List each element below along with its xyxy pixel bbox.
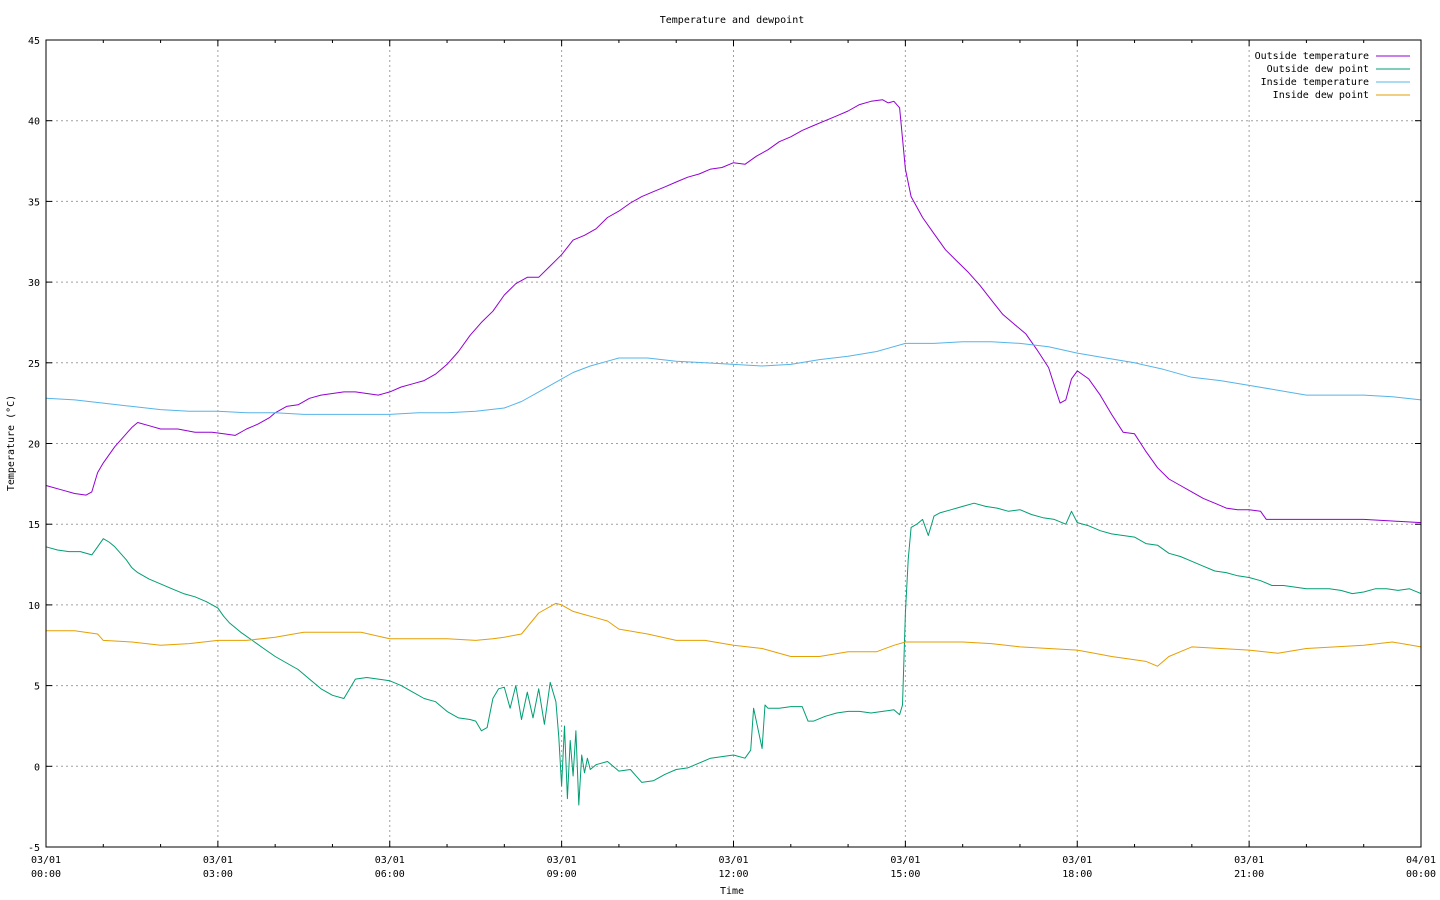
- y-tick-label: 40: [28, 117, 40, 128]
- legend: Outside temperature Outside dew point Insi…: [1255, 51, 1410, 101]
- y-tick-label: -5: [28, 843, 40, 854]
- x-tick-label: 03/01 09:00: [547, 855, 577, 880]
- legend-entry: Outside temperature: [1255, 51, 1410, 62]
- y-tick-label: 15: [28, 520, 40, 531]
- y-tick-label: 10: [28, 601, 40, 612]
- x-tick-date: 03/01: [890, 855, 920, 866]
- legend-entry: Inside dew point: [1273, 90, 1410, 101]
- x-tick-date: 03/01: [718, 855, 748, 866]
- y-tick-labels: -5 0 5 10 15 20 25 30 35 40 45: [28, 36, 40, 854]
- x-tick-date: 03/01: [1062, 855, 1092, 866]
- y-tick-label: 20: [28, 440, 40, 451]
- y-tick-label: 35: [28, 197, 40, 208]
- y-tick-label: 25: [28, 359, 40, 370]
- x-axis-title: Time: [720, 886, 744, 897]
- legend-entry: Inside temperature: [1261, 77, 1410, 88]
- series-line-3: [45, 341, 1422, 415]
- y-tick-label: 30: [28, 278, 40, 289]
- legend-entry: Outside dew point: [1267, 64, 1410, 75]
- legend-label: Outside dew point: [1267, 64, 1369, 75]
- x-tick-time: 03:00: [203, 869, 233, 880]
- x-tick-time: 18:00: [1062, 869, 1092, 880]
- x-tick-time: 09:00: [547, 869, 577, 880]
- axis-ticks: [45, 39, 1422, 848]
- x-tick-date: 03/01: [547, 855, 577, 866]
- x-tick-time: 06:00: [375, 869, 405, 880]
- y-tick-label: 0: [34, 762, 40, 773]
- x-tick-label: 03/01 15:00: [890, 855, 920, 880]
- x-tick-label: 03/01 00:00: [31, 855, 61, 880]
- x-tick-labels: 03/01 00:00 03/01 03:00 03/01 06:00 03/01 09:00…: [31, 855, 1436, 880]
- x-tick-label: 03/01 21:00: [1234, 855, 1264, 880]
- x-tick-label: 03/01 12:00: [718, 855, 748, 880]
- x-tick-date: 03/01: [203, 855, 233, 866]
- x-tick-date: 03/01: [31, 855, 61, 866]
- x-tick-time: 15:00: [890, 869, 920, 880]
- x-tick-time: 00:00: [31, 869, 61, 880]
- series-line-1: [45, 99, 1422, 524]
- x-tick-date: 04/01: [1406, 855, 1436, 866]
- x-tick-label: 04/01 00:00: [1406, 855, 1436, 880]
- plot-series: [45, 99, 1422, 806]
- x-tick-time: 21:00: [1234, 869, 1264, 880]
- legend-label: Inside temperature: [1261, 77, 1369, 88]
- series-line-2: [45, 502, 1422, 806]
- x-tick-label: 03/01 03:00: [203, 855, 233, 880]
- x-tick-label: 03/01 06:00: [375, 855, 405, 880]
- legend-label: Outside temperature: [1255, 51, 1369, 62]
- x-tick-date: 03/01: [375, 855, 405, 866]
- y-tick-label: 45: [28, 36, 40, 47]
- chart-title: Temperature and dewpoint: [660, 15, 805, 26]
- x-tick-date: 03/01: [1234, 855, 1264, 866]
- x-tick-time: 12:00: [718, 869, 748, 880]
- legend-label: Inside dew point: [1273, 90, 1369, 101]
- x-tick-label: 03/01 18:00: [1062, 855, 1092, 880]
- x-tick-time: 00:00: [1406, 869, 1436, 880]
- y-tick-label: 5: [34, 682, 40, 693]
- y-axis-title: Temperature (°C): [6, 395, 17, 491]
- grid-lines: [46, 40, 1421, 847]
- series-line-4: [46, 602, 1422, 667]
